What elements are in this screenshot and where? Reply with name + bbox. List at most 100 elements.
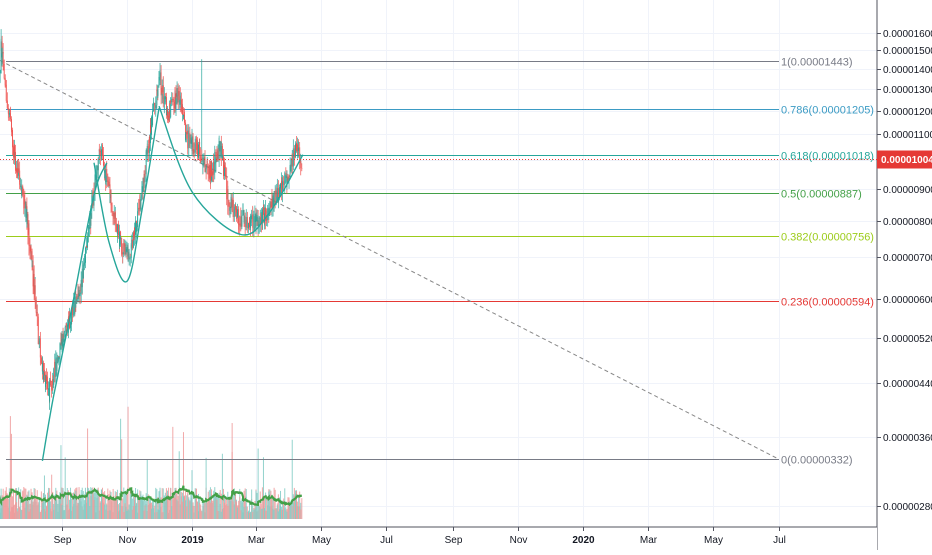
- price-tick-label: 0.00000360: [883, 433, 932, 444]
- volume-bar: [98, 493, 100, 519]
- volume-bar: [248, 512, 250, 519]
- volume-bar: [281, 509, 283, 519]
- volume-bar: [222, 508, 224, 519]
- volume-bar: [89, 490, 91, 519]
- candle-body: [90, 209, 92, 226]
- volume-bar: [234, 493, 236, 519]
- candle-body: [167, 109, 168, 117]
- time-tick-label: May: [312, 535, 331, 546]
- volume-bar: [116, 489, 118, 519]
- cup-curve[interactable]: [158, 105, 304, 236]
- volume-bar: [277, 494, 279, 519]
- volume-bar: [212, 500, 214, 519]
- candle-body: [12, 134, 13, 148]
- candle-body: [281, 181, 283, 194]
- volume-bar: [172, 426, 174, 519]
- volume-bar: [175, 487, 177, 519]
- volume-bar: [79, 494, 81, 519]
- candle-body: [153, 104, 155, 112]
- candle-body: [241, 215, 243, 221]
- candle-body: [191, 136, 193, 148]
- candle-body: [250, 215, 252, 228]
- candle-body: [107, 181, 109, 186]
- candle-body: [52, 379, 54, 385]
- volume-bar: [139, 490, 141, 519]
- candle-body: [83, 262, 85, 264]
- candle-body: [41, 362, 43, 372]
- candle-body: [141, 186, 143, 188]
- candle-body: [185, 134, 187, 140]
- candle-body: [153, 103, 155, 105]
- price-tick-label: 0.00001500: [883, 46, 932, 57]
- candle-body: [87, 236, 89, 247]
- price-tick-label: 0.00001400: [883, 65, 932, 76]
- candle-body: [158, 76, 160, 83]
- volume-bar: [43, 508, 45, 519]
- candle-body: [165, 114, 167, 116]
- candle-body: [22, 192, 24, 195]
- candle-body: [207, 165, 209, 174]
- candle-body: [145, 150, 147, 158]
- volume-bar: [104, 504, 106, 519]
- volume-bar: [248, 501, 250, 519]
- candle-body: [213, 161, 215, 173]
- volume-bar: [153, 508, 155, 519]
- candle-body: [178, 91, 180, 96]
- volume-bar: [192, 505, 194, 519]
- candle-body: [259, 217, 261, 220]
- candle-body: [115, 225, 117, 232]
- volume-bar: [35, 496, 37, 519]
- volume-bar: [5, 493, 7, 519]
- candle-body: [233, 206, 235, 213]
- candle-body: [34, 285, 36, 302]
- volume-bar: [231, 451, 233, 519]
- cup-curve[interactable]: [93, 108, 160, 283]
- volume-bar: [95, 490, 97, 519]
- fibonacci-retracement[interactable]: 1(0.00001443) 0.786(0.00001205) 0.618(0.00…: [6, 57, 874, 467]
- volume-bar: [189, 501, 191, 519]
- volume-bar: [57, 503, 59, 519]
- candle-body: [136, 226, 138, 232]
- trendline[interactable]: [0, 60, 780, 460]
- price-tick-label: 0.00000280: [883, 502, 932, 513]
- trendline-dashed[interactable]: [0, 60, 780, 460]
- candle-body: [225, 174, 227, 177]
- volume-bar: [92, 487, 94, 519]
- volume-bar: [93, 499, 95, 519]
- volume-bar: [126, 490, 128, 519]
- volume-bar: [37, 504, 39, 519]
- volume-bar: [119, 502, 121, 519]
- candle-body: [215, 158, 217, 164]
- volume-bar: [109, 510, 111, 519]
- volume-bar: [224, 502, 226, 519]
- candle-body: [228, 200, 230, 207]
- volume-bar: [206, 502, 208, 519]
- candle-body: [105, 169, 107, 183]
- volume-bar: [272, 497, 274, 519]
- volume-bar: [27, 504, 29, 519]
- candle-body: [74, 296, 76, 314]
- candle-body: [145, 157, 147, 175]
- volume-bar: [267, 499, 269, 519]
- volume-bar: [66, 504, 68, 519]
- candle-body: [100, 149, 102, 156]
- candle-body: [127, 252, 129, 257]
- candle-body: [183, 115, 184, 117]
- volume-bar: [242, 494, 244, 519]
- volume-bar: [275, 508, 277, 519]
- candle-body: [121, 238, 123, 244]
- candle-body: [261, 209, 263, 222]
- volume-bar: [94, 497, 96, 519]
- candle-body: [118, 234, 119, 236]
- time-axis[interactable]: Sep Nov 2019 Mar May Jul Sep Nov 2020 Mar May Jul: [54, 527, 786, 546]
- candle-body: [224, 165, 225, 167]
- candle-body: [128, 257, 130, 259]
- cup-curve[interactable]: [41, 162, 108, 462]
- volume-bar: [31, 499, 33, 519]
- volume-bar: [217, 497, 219, 519]
- candle-body: [86, 245, 87, 247]
- candle-body: [55, 374, 57, 378]
- candle-body: [177, 88, 179, 97]
